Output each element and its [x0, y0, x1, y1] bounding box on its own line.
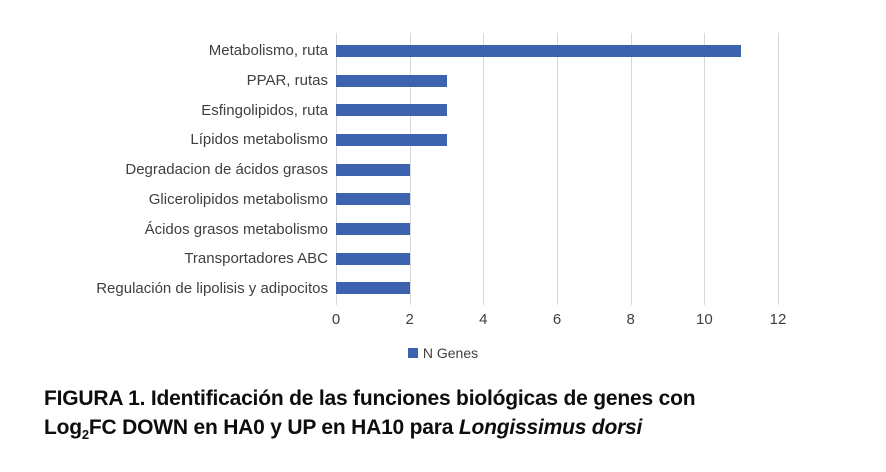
legend-swatch-icon	[407, 348, 418, 358]
bar	[336, 282, 410, 295]
x-axis: 0 2 4 6 8 10 12	[332, 309, 836, 331]
category-label: Degradacion de ácidos grasos	[125, 161, 328, 179]
caption-species: Longissimus dorsi	[458, 415, 643, 439]
bar	[336, 133, 447, 146]
x-tick-label-6: 6	[552, 311, 562, 328]
x-tick-label-2: 2	[405, 311, 414, 328]
x-tick-label-4: 4	[479, 311, 488, 328]
gridline-x-12	[778, 33, 779, 305]
x-tick-label-8: 8	[626, 311, 635, 328]
bar	[336, 163, 410, 176]
figure-1: Metabolismo, ruta PPAR, rutas Esfingolipid…	[0, 33, 886, 472]
caption-subscript: 2	[81, 427, 89, 443]
x-tick-label-10: 10	[695, 311, 713, 328]
category-label: Esfingolipidos, ruta	[201, 101, 328, 119]
figure-caption: FIGURA 1. Identificación de las funcione…	[44, 385, 842, 443]
category-axis: Metabolismo, ruta PPAR, rutas Esfingolipid…	[0, 33, 336, 305]
gridline-x-6	[557, 33, 558, 305]
plot-area	[336, 33, 836, 305]
bar	[336, 44, 742, 57]
category-label: Lípidos metabolismo	[190, 131, 328, 149]
bar	[336, 223, 410, 236]
caption-line1: FIGURA 1. Identificación de las funcione…	[44, 387, 696, 410]
gridline-x-2	[409, 33, 411, 305]
category-label: Transportadores ABC	[184, 250, 328, 268]
bar	[336, 74, 447, 87]
gridline-x-10	[704, 33, 706, 305]
gridline-x-8	[630, 33, 632, 305]
category-label: Glicerolipidos metabolismo	[148, 190, 328, 208]
caption-mid: FC DOWN en HA0 y UP en HA10 para	[88, 415, 459, 439]
bar-chart: Metabolismo, ruta PPAR, rutas Esfingolipid…	[0, 33, 886, 361]
category-label: Regulación de lipolisis y adipocitos	[96, 279, 328, 297]
category-label: Metabolismo, ruta	[208, 42, 328, 60]
caption-line2: Log2FC DOWN en HA0 y UP en HA10 para Lon…	[44, 414, 842, 443]
gridline-x-4	[483, 33, 485, 305]
bar	[336, 252, 410, 265]
caption-log: Log	[44, 415, 82, 439]
bar	[336, 193, 410, 206]
category-label: PPAR, rutas	[246, 72, 328, 90]
legend: N Genes	[0, 345, 886, 361]
bar	[336, 104, 447, 117]
x-tick-label-0: 0	[331, 311, 341, 328]
category-label: Ácidos grasos metabolismo	[144, 220, 328, 238]
legend-label: N Genes	[422, 345, 479, 361]
x-tick-label-12: 12	[769, 311, 787, 328]
chart-body: Metabolismo, ruta PPAR, rutas Esfingolipid…	[0, 33, 886, 305]
